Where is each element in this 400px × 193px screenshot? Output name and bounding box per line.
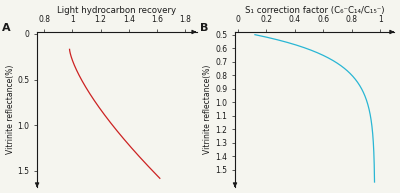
Title: S₁ correction factor (C₆⁻C₁₄/C₁₅⁻): S₁ correction factor (C₆⁻C₁₄/C₁₅⁻): [245, 6, 384, 14]
Y-axis label: Vitrinite reflectance(%): Vitrinite reflectance(%): [204, 65, 212, 154]
Title: Light hydrocarbon recovery: Light hydrocarbon recovery: [57, 6, 176, 14]
Y-axis label: Vitrinite reflectance(%): Vitrinite reflectance(%): [6, 65, 14, 154]
Text: B: B: [200, 23, 208, 33]
Text: A: A: [2, 23, 11, 33]
